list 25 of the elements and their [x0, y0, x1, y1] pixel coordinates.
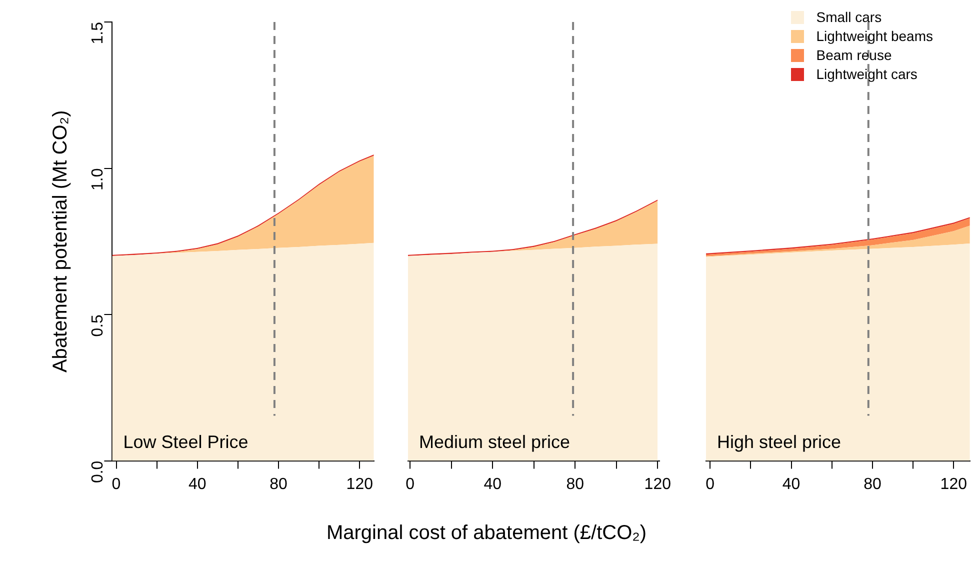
x-tick-label: 0 [406, 476, 415, 493]
x-tick-label: 40 [782, 476, 800, 493]
x-tick-label: 120 [940, 476, 968, 493]
legend-label: Lightweight cars [816, 65, 918, 84]
x-tick-label: 0 [706, 476, 715, 493]
x-tick-label: 80 [566, 476, 584, 493]
y-tick-label: 1.5 [90, 22, 107, 44]
legend-label: Small cars [816, 8, 882, 27]
x-tick-label: 0 [112, 476, 121, 493]
annotation: Medium steel price [419, 432, 570, 452]
annotation: High steel price [717, 432, 842, 452]
x-tick-label: 120 [346, 476, 374, 493]
y-axis-title: Abatement potential (Mt CO₂) [50, 110, 72, 373]
legend-label: Beam reuse [816, 46, 892, 65]
legend-label: Lightweight beams [816, 27, 933, 46]
y-tick-label: 0.5 [90, 314, 107, 337]
x-tick-label: 80 [270, 476, 288, 493]
x-axis-title: Marginal cost of abatement (£/tCO₂) [325, 522, 648, 545]
x-tick-label: 120 [644, 476, 672, 493]
x-tick-label: 80 [864, 476, 882, 493]
x-tick-label: 40 [188, 476, 206, 493]
x-tick-label: 40 [484, 476, 502, 493]
y-tick-label: 0.0 [90, 460, 107, 484]
y-tick-label: 1.0 [90, 168, 107, 191]
annotation: Low Steel Price [123, 432, 248, 452]
